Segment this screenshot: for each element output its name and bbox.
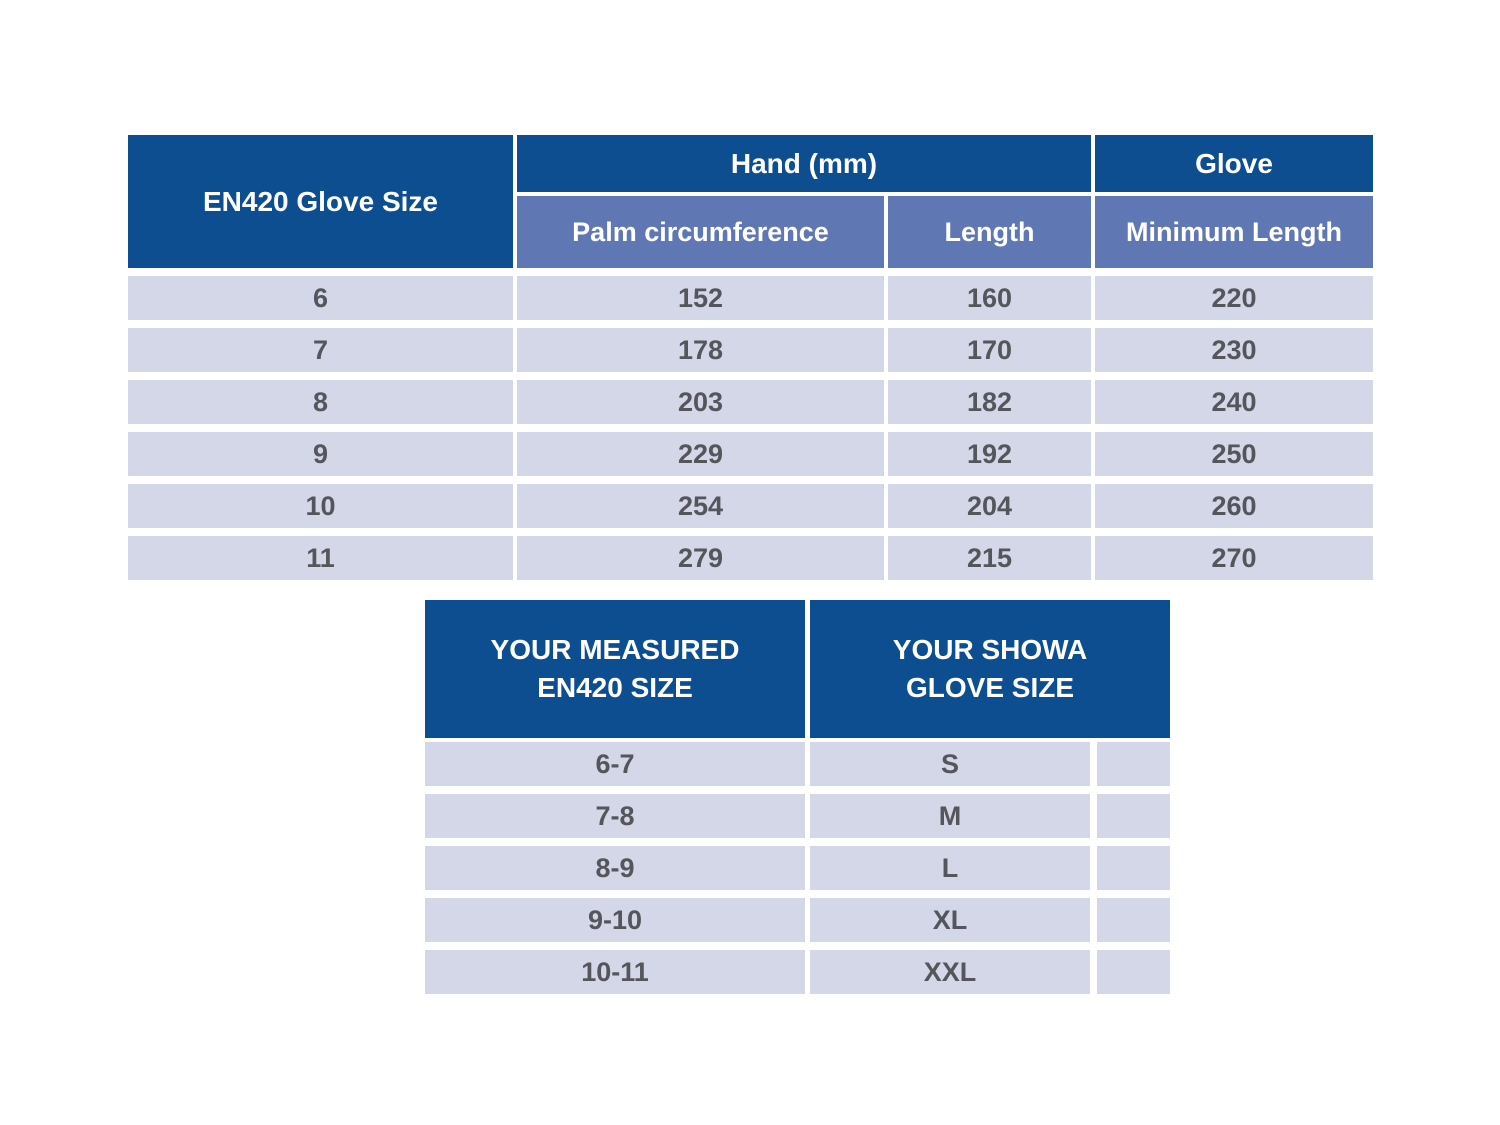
- cell-length: 215: [888, 536, 1091, 580]
- cell-en420-range: 10-11: [425, 950, 805, 994]
- cell-min-length: 270: [1095, 536, 1373, 580]
- cell-min-length: 260: [1095, 484, 1373, 528]
- cell-length: 160: [888, 276, 1091, 320]
- cell-empty: [1097, 794, 1170, 838]
- cell-showa-size: L: [810, 846, 1090, 890]
- cell-empty: [1097, 846, 1170, 890]
- cell-size: 7: [128, 328, 513, 372]
- cell-en420-range: 7-8: [425, 794, 805, 838]
- cell-empty: [1097, 742, 1170, 786]
- cell-en420-range: 8-9: [425, 846, 805, 890]
- cell-size: 11: [128, 536, 513, 580]
- subheader-minimum-length: Minimum Length: [1095, 196, 1373, 268]
- cell-size: 10: [128, 484, 513, 528]
- subheader-palm-circumference: Palm circumference: [517, 196, 884, 268]
- showa-conversion-table: YOUR MEASURED EN420 SIZE YOUR SHOWA GLOV…: [425, 600, 1170, 994]
- cell-min-length: 220: [1095, 276, 1373, 320]
- cell-min-length: 240: [1095, 380, 1373, 424]
- cell-showa-size: S: [810, 742, 1090, 786]
- header-your-measured-en420-size: YOUR MEASURED EN420 SIZE: [425, 600, 805, 738]
- cell-palm: 279: [517, 536, 884, 580]
- cell-en420-range: 6-7: [425, 742, 805, 786]
- cell-showa-size: XL: [810, 898, 1090, 942]
- cell-showa-size: M: [810, 794, 1090, 838]
- cell-empty: [1097, 950, 1170, 994]
- cell-palm: 254: [517, 484, 884, 528]
- group-header-hand-mm: Hand (mm): [517, 135, 1091, 192]
- cell-empty: [1097, 898, 1170, 942]
- corner-header-en420-glove-size: EN420 Glove Size: [128, 135, 513, 268]
- cell-length: 182: [888, 380, 1091, 424]
- en420-size-table: EN420 Glove Size Hand (mm) Glove Palm ci…: [128, 135, 1373, 580]
- cell-showa-size: XXL: [810, 950, 1090, 994]
- group-header-glove: Glove: [1095, 135, 1373, 192]
- cell-size: 8: [128, 380, 513, 424]
- cell-length: 204: [888, 484, 1091, 528]
- cell-size: 6: [128, 276, 513, 320]
- cell-min-length: 230: [1095, 328, 1373, 372]
- cell-length: 192: [888, 432, 1091, 476]
- cell-en420-range: 9-10: [425, 898, 805, 942]
- header-your-showa-glove-size: YOUR SHOWA GLOVE SIZE: [810, 600, 1170, 738]
- header-line: YOUR MEASURED: [490, 634, 740, 666]
- cell-min-length: 250: [1095, 432, 1373, 476]
- cell-palm: 229: [517, 432, 884, 476]
- cell-palm: 152: [517, 276, 884, 320]
- header-line: GLOVE SIZE: [905, 672, 1075, 703]
- cell-palm: 178: [517, 328, 884, 372]
- subheader-length: Length: [888, 196, 1091, 268]
- header-line: EN420 SIZE: [537, 672, 693, 703]
- cell-length: 170: [888, 328, 1091, 372]
- header-line: YOUR SHOWA: [892, 634, 1088, 666]
- cell-palm: 203: [517, 380, 884, 424]
- cell-size: 9: [128, 432, 513, 476]
